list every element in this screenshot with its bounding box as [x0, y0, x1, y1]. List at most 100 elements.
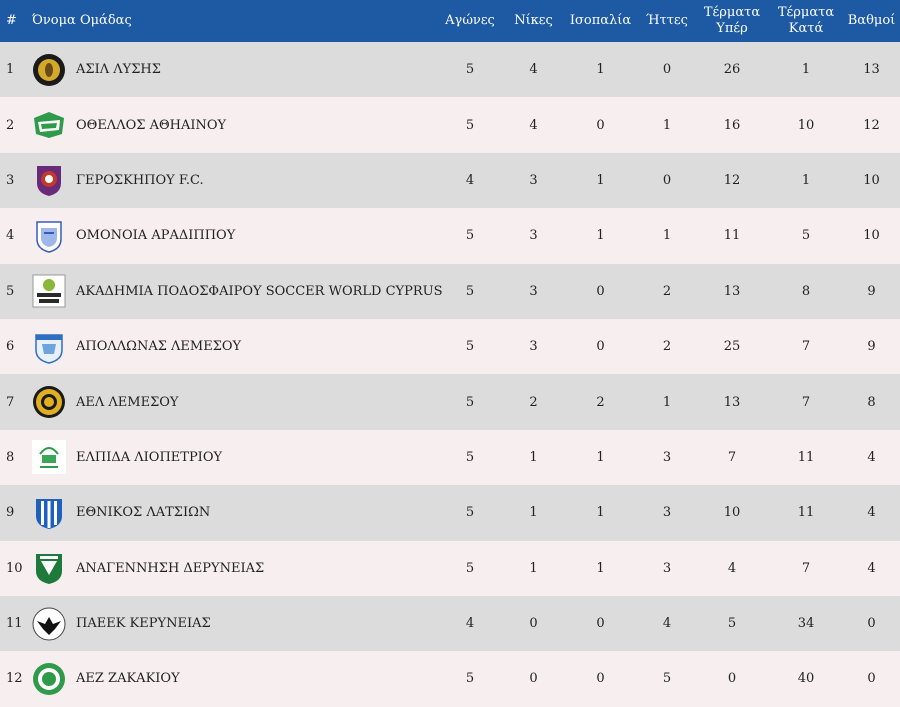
losses-cell: 5: [662, 671, 672, 687]
team-cell: ΑΣΙΛ ΛΥΣΗΣ: [30, 42, 435, 97]
table-row: 4 ΟΜΟΝΟΙΑ ΑΡΑΔΙΠΠΟΥ 5 3 1 1 11 5 10: [0, 208, 900, 264]
goals-against-cell: 7: [801, 339, 811, 355]
team-name[interactable]: ΕΘΝΙΚΟΣ ΛΑΤΣΙΩΝ: [76, 505, 211, 521]
position-cell: 8: [6, 449, 15, 465]
draws-cell: 0: [596, 671, 605, 687]
played-cell: 5: [465, 505, 475, 521]
team-name[interactable]: ΑΕΖ ΖΑΚΑΚΙΟΥ: [76, 671, 180, 687]
team-cell: ΟΜΟΝΟΙΑ ΑΡΑΔΙΠΠΟΥ: [30, 208, 435, 263]
team-name[interactable]: ΕΛΠΙΔΑ ΛΙΟΠΕΤΡΙΟΥ: [76, 449, 223, 465]
position-cell: 3: [6, 172, 15, 188]
losses-cell: 4: [662, 616, 672, 632]
team-cell: ΟΘΕΛΛΟΣ ΑΘΗΑΙΝΟΥ: [30, 97, 435, 152]
draws-cell: 1: [596, 62, 605, 78]
goals-for-cell: 12: [723, 172, 741, 188]
team-name[interactable]: ΑΠΟΛΛΩΝΑΣ ΛΕΜΕΣΟΥ: [76, 339, 242, 355]
goals-against-cell: 40: [797, 671, 815, 687]
played-cell: 5: [465, 62, 475, 78]
played-cell: 4: [465, 616, 475, 632]
draws-cell: 0: [596, 616, 605, 632]
goals-for-cell: 25: [723, 339, 741, 355]
anagennisi-deryneias-crest-icon: [32, 551, 66, 585]
played-cell: 5: [465, 394, 475, 410]
team-name[interactable]: ΟΘΕΛΛΟΣ ΑΘΗΑΙΝΟΥ: [76, 117, 227, 133]
header-position: #: [6, 13, 17, 28]
wins-cell: 2: [529, 394, 538, 410]
team-name[interactable]: ΑΝΑΓΕΝΝΗΣΗ ΔΕΡΥΝΕΙΑΣ: [76, 560, 265, 576]
table-row: 5 ΑΚΑΔΗΜΙΑ ΠΟΔΟΣΦΑΙΡΟΥ SOCCER WORLD CYPR…: [0, 263, 900, 319]
points-cell: 10: [863, 172, 880, 188]
omonoia-aradippou-crest-icon: [32, 219, 66, 253]
othellos-athienou-crest-icon: [32, 108, 66, 142]
wins-cell: 3: [529, 172, 538, 188]
wins-cell: 3: [529, 228, 538, 244]
points-cell: 4: [867, 449, 876, 465]
team-name[interactable]: ΟΜΟΝΟΙΑ ΑΡΑΔΙΠΠΟΥ: [76, 228, 236, 244]
goals-for-cell: 5: [727, 616, 737, 632]
goals-for-cell: 0: [727, 671, 737, 687]
wins-cell: 4: [529, 117, 538, 133]
team-cell: ΑΠΟΛΛΩΝΑΣ ΛΕΜΕΣΟΥ: [30, 319, 435, 374]
team-cell: ΑΕΖ ΖΑΚΑΚΙΟΥ: [30, 651, 435, 706]
points-cell: 9: [867, 339, 876, 355]
losses-cell: 2: [662, 283, 672, 299]
position-cell: 10: [6, 560, 23, 576]
wins-cell: 3: [529, 283, 538, 299]
header-points: Βαθμοί: [847, 13, 896, 28]
team-name[interactable]: ΑΚΑΔΗΜΙΑ ΠΟΔΟΣΦΑΙΡΟΥ SOCCER WORLD CYPRUS: [76, 283, 443, 299]
team-cell: ΑΝΑΓΕΝΝΗΣΗ ΔΕΡΥΝΕΙΑΣ: [30, 541, 435, 596]
header-goals-against: Τέρματα Κατά: [777, 5, 835, 36]
losses-cell: 1: [662, 117, 672, 133]
played-cell: 5: [465, 449, 475, 465]
goals-for-cell: 10: [723, 505, 741, 521]
goals-against-cell: 8: [801, 283, 811, 299]
played-cell: 5: [465, 117, 475, 133]
points-cell: 9: [867, 283, 876, 299]
team-name[interactable]: ΑΣΙΛ ΛΥΣΗΣ: [76, 62, 161, 78]
header-draws: Ισοπαλία: [569, 13, 632, 28]
draws-cell: 1: [596, 449, 605, 465]
team-name[interactable]: ΓΕΡΟΣΚΗΠΟΥ F.C.: [76, 172, 204, 188]
wins-cell: 0: [529, 671, 538, 687]
losses-cell: 3: [662, 505, 672, 521]
points-cell: 0: [867, 616, 876, 632]
position-cell: 4: [6, 228, 15, 244]
position-cell: 6: [6, 339, 15, 355]
draws-cell: 1: [596, 560, 605, 576]
team-name[interactable]: ΑΕΛ ΛΕΜΕΣΟΥ: [76, 394, 179, 410]
played-cell: 5: [465, 228, 475, 244]
goals-for-cell: 16: [723, 117, 741, 133]
losses-cell: 1: [662, 228, 672, 244]
goals-for-cell: 26: [723, 62, 741, 78]
header-played: Αγώνες: [445, 13, 495, 28]
position-cell: 11: [6, 616, 23, 632]
team-name[interactable]: ΠΑΕΕΚ ΚΕΡΥΝΕΙΑΣ: [76, 616, 211, 632]
goals-against-cell: 7: [801, 560, 811, 576]
aez-zakakiou-crest-icon: [32, 662, 66, 696]
goals-for-cell: 4: [727, 560, 737, 576]
table-row: 6 ΑΠΟΛΛΩΝΑΣ ΛΕΜΕΣΟΥ 5 3 0 2 25 7 9: [0, 318, 900, 375]
table-header: # Όνομα Ομάδας Αγώνες Νίκες Ισοπαλία Ήττ…: [0, 0, 900, 42]
losses-cell: 2: [662, 339, 672, 355]
asil-lysis-crest-icon: [32, 53, 66, 87]
losses-cell: 0: [662, 62, 672, 78]
elpida-liopetriou-crest-icon: [32, 440, 66, 474]
table-row: 3 ΓΕΡΟΣΚΗΠΟΥ F.C. 4 3 1 0 12 1 10: [0, 152, 900, 209]
losses-cell: 3: [662, 560, 672, 576]
position-cell: 12: [6, 671, 23, 687]
draws-cell: 0: [596, 117, 605, 133]
team-cell: ΓΕΡΟΣΚΗΠΟΥ F.C.: [30, 153, 435, 208]
played-cell: 5: [465, 560, 475, 576]
table-row: 1 ΑΣΙΛ ΛΥΣΗΣ 5 4 1 0 26 1 13: [0, 42, 900, 98]
geroskipou-crest-icon: [32, 163, 66, 197]
points-cell: 10: [863, 228, 880, 244]
wins-cell: 1: [529, 505, 538, 521]
header-losses: Ήττες: [646, 13, 688, 28]
goals-against-cell: 11: [797, 505, 815, 521]
wins-cell: 0: [529, 616, 538, 632]
goals-against-cell: 5: [801, 228, 811, 244]
team-cell: ΕΛΠΙΔΑ ΛΙΟΠΕΤΡΙΟΥ: [30, 430, 435, 485]
losses-cell: 3: [662, 449, 672, 465]
table-row: 9 ΕΘΝΙΚΟΣ ΛΑΤΣΙΩΝ 5 1 1 3 10 11 4: [0, 485, 900, 541]
